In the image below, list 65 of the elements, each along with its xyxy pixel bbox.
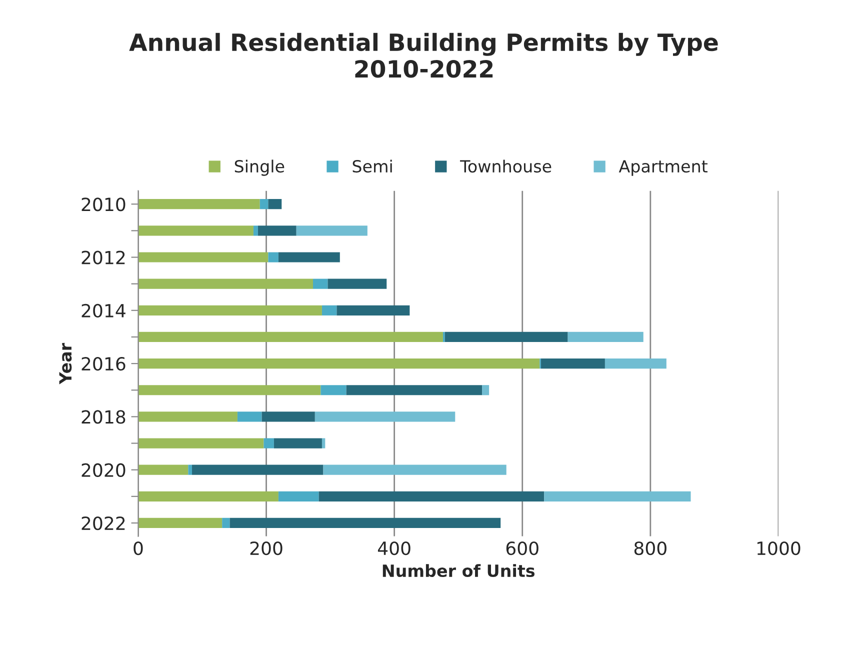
- bar: [138, 305, 322, 316]
- y-tick-label: 2016: [82, 357, 126, 371]
- y-tick-label: 2014: [82, 304, 126, 318]
- y-axis-title: Year: [59, 342, 72, 384]
- bar: [260, 199, 268, 210]
- x-tick-label: 200: [250, 541, 282, 556]
- bar: [192, 464, 324, 475]
- bar: [222, 518, 230, 528]
- bar: [138, 385, 321, 396]
- bar: [328, 278, 387, 289]
- x-tick-label: 600: [506, 541, 538, 556]
- bar: [138, 438, 264, 448]
- bar: [138, 199, 260, 210]
- bar: [138, 278, 314, 289]
- bar: [313, 278, 328, 289]
- bar: [318, 491, 544, 502]
- bar: [540, 358, 605, 369]
- bar: [278, 252, 340, 262]
- bar: [258, 226, 296, 236]
- bar: [320, 385, 346, 396]
- bar: [237, 412, 262, 422]
- bar: [138, 464, 188, 475]
- x-tick-label: 0: [134, 541, 143, 556]
- y-tick-label: 2022: [82, 516, 125, 530]
- chart-title: Annual Residential Building Permits by Type 2010-2022: [129, 32, 718, 78]
- y-tick-label: 2018: [82, 410, 126, 424]
- bar: [264, 438, 274, 448]
- bar: [322, 305, 337, 316]
- bar: [314, 412, 456, 422]
- bar: [346, 385, 482, 396]
- bar: [322, 438, 326, 448]
- bar: [138, 252, 268, 262]
- legend-label: Townhouse: [460, 160, 552, 173]
- y-tick-label: 2020: [82, 463, 126, 477]
- bar: [138, 226, 254, 236]
- legend-label: Single: [234, 160, 284, 176]
- bar: [138, 332, 443, 342]
- bar: [268, 252, 278, 262]
- x-tick-label: 1000: [757, 541, 800, 556]
- legend-label: Semi: [352, 160, 392, 173]
- bar: [138, 358, 540, 369]
- bar: [568, 332, 644, 342]
- bar: [444, 332, 568, 342]
- bar: [323, 464, 506, 475]
- bar: [604, 358, 666, 369]
- legend-label: Apartment: [618, 160, 708, 176]
- bar: [544, 491, 691, 502]
- bar: [230, 518, 501, 528]
- x-tick-label: 400: [378, 541, 410, 556]
- bar: [296, 226, 368, 236]
- x-tick-label: 800: [634, 541, 666, 556]
- bar: [138, 412, 238, 422]
- bar: [278, 491, 319, 502]
- bar: [253, 226, 258, 236]
- bar: [482, 385, 490, 396]
- bar: [268, 199, 282, 210]
- bar: [138, 491, 278, 502]
- bar: [274, 438, 322, 448]
- bar: [188, 464, 192, 475]
- bar: [336, 305, 410, 316]
- x-axis-title: Number of Units: [382, 564, 535, 578]
- bar: [138, 518, 222, 528]
- y-tick-label: 2012: [82, 250, 125, 264]
- y-tick-label: 2010: [82, 198, 126, 212]
- bar: [262, 412, 315, 422]
